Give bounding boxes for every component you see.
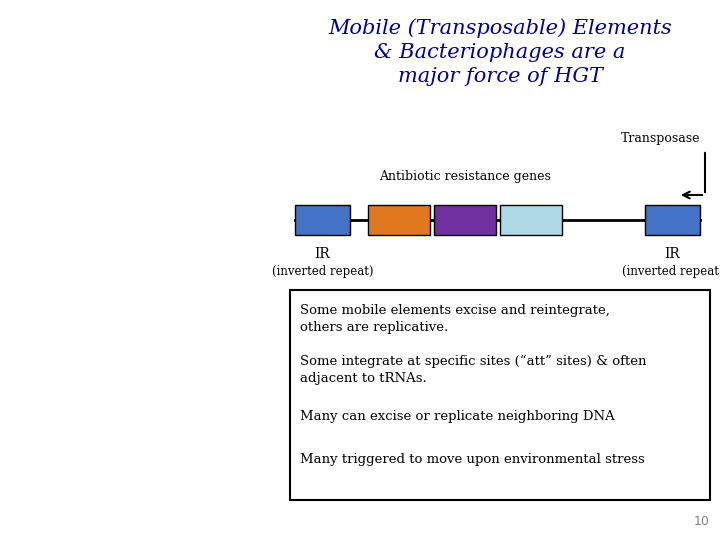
Text: Some mobile elements excise and reintegrate,
others are replicative.: Some mobile elements excise and reintegr… bbox=[300, 304, 610, 334]
Text: Some integrate at specific sites (“att” sites) & often
adjacent to tRNAs.: Some integrate at specific sites (“att” … bbox=[300, 355, 647, 384]
Text: IR: IR bbox=[315, 247, 330, 261]
Text: Many can excise or replicate neighboring DNA: Many can excise or replicate neighboring… bbox=[300, 410, 615, 423]
Text: (inverted repeat): (inverted repeat) bbox=[622, 265, 720, 278]
Text: 10: 10 bbox=[694, 515, 710, 528]
Text: Antibiotic resistance genes: Antibiotic resistance genes bbox=[379, 170, 551, 183]
Text: (inverted repeat): (inverted repeat) bbox=[271, 265, 373, 278]
Bar bbox=[295, 205, 350, 235]
Bar bbox=[368, 205, 430, 235]
Text: Transposase: Transposase bbox=[621, 132, 700, 145]
Bar bbox=[500, 205, 562, 235]
Bar bbox=[645, 205, 700, 235]
Text: IR: IR bbox=[665, 247, 680, 261]
Bar bbox=[434, 205, 496, 235]
Bar bbox=[290, 290, 710, 500]
Text: Many triggered to move upon environmental stress: Many triggered to move upon environmenta… bbox=[300, 453, 644, 466]
Text: Mobile (Transposable) Elements
& Bacteriophages are a
major force of HGT: Mobile (Transposable) Elements & Bacteri… bbox=[328, 18, 672, 86]
